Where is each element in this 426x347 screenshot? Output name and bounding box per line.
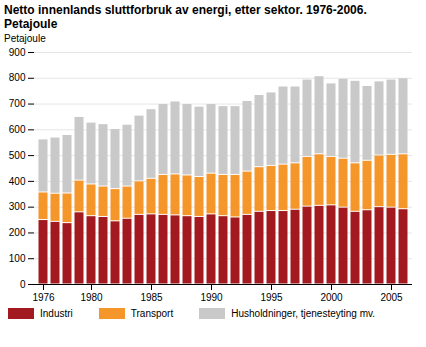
html-text:Petajoule: Petajoule [4, 33, 46, 44]
svg-text:800: 800 [9, 72, 26, 83]
svg-text:300: 300 [9, 201, 26, 212]
svg-text:200: 200 [9, 227, 26, 238]
svg-text:500: 500 [9, 150, 26, 161]
svg-text:0: 0 [20, 279, 26, 290]
html-text:Husholdninger, tjenesteyting m: Husholdninger, tjenesteyting mv. [231, 308, 375, 319]
svg-text:1995: 1995 [260, 292, 283, 303]
svg-text:600: 600 [9, 124, 26, 135]
html-text:Industri: Industri [40, 308, 73, 319]
svg-text:1976: 1976 [32, 292, 55, 303]
svg-text:1990: 1990 [200, 292, 223, 303]
svg-text:100: 100 [9, 253, 26, 264]
svg-text:400: 400 [9, 176, 26, 187]
html-text:Transport: Transport [130, 308, 174, 319]
svg-text:2000: 2000 [320, 292, 343, 303]
svg-text:700: 700 [9, 98, 26, 109]
svg-text:1980: 1980 [80, 292, 103, 303]
html-text:Netto innenlands sluttforbruk: Netto innenlands sluttforbruk av energi,… [4, 3, 367, 31]
svg-text:2005: 2005 [380, 292, 403, 303]
svg-text:1985: 1985 [140, 292, 163, 303]
svg-text:900: 900 [9, 47, 26, 58]
